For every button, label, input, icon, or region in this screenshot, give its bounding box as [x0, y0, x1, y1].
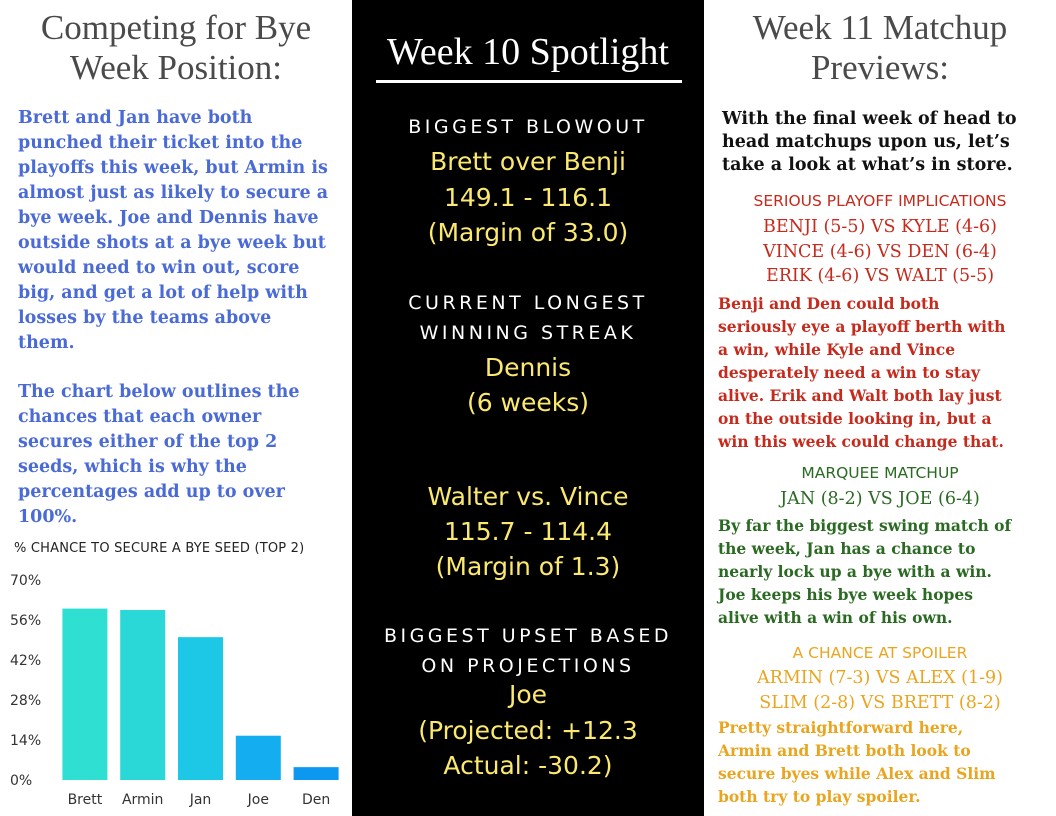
description-line: win this week could change that. [718, 432, 1004, 451]
left-para1-line: would need to win out, score [18, 258, 300, 278]
left-para2-line: percentages add up to over [18, 482, 285, 502]
left-heading-line-1: Competing for Bye [40, 8, 312, 47]
matchup-line: VINCE (4-6) VS DEN (6-4) [763, 241, 997, 262]
description-line: alive with a win of his own. [718, 608, 953, 627]
left-paragraph-1: Brett and Jan have both punched their ti… [18, 106, 348, 356]
upset-heading-line-2: ON PROJECTIONS [421, 655, 635, 677]
right-column: Week 11 Matchup Previews: With the final… [704, 0, 1056, 816]
intro-line: take a look at what’s in store. [722, 155, 1013, 175]
x-tick-label: Den [302, 792, 330, 808]
closest-score: 115.7 - 114.4 [443, 517, 613, 546]
y-tick-label: 28% [10, 693, 41, 709]
upset-actual: Actual: -30.2) [443, 751, 613, 780]
y-tick-label: 14% [10, 733, 41, 749]
closest-margin: (Margin of 1.3) [435, 552, 621, 581]
y-tick-label: 0% [10, 773, 32, 789]
y-tick-label: 70% [10, 573, 41, 589]
left-heading: Competing for Bye Week Position: [0, 8, 352, 88]
description-line: desperately need a win to stay [718, 363, 981, 382]
blowout-margin: (Margin of 33.0) [427, 218, 629, 247]
spotlight-title: Week 10 Spotlight [387, 31, 669, 73]
streak-heading-line-1: CURRENT LONGEST [408, 292, 648, 314]
left-para2-line: secures either of the top 2 [18, 432, 278, 452]
description-line: both try to play spoiler. [718, 787, 921, 806]
y-tick-label: 56% [10, 613, 41, 629]
bar-brett [62, 608, 108, 780]
chart-title: % CHANCE TO SECURE A BYE SEED (TOP 2) [14, 541, 305, 556]
bar-joe [235, 735, 281, 780]
marquee-matchup: JAN (8-2) VS JOE (6-4) [704, 487, 1056, 512]
streak-owner: Dennis [484, 353, 572, 382]
serious-matchups: BENJI (5-5) VS KYLE (4-6) VINCE (4-6) VS… [704, 215, 1056, 289]
spoiler-description: Pretty straightforward here, Armin and B… [718, 716, 1054, 808]
description-line: alive. Erik and Walt both lay just [718, 386, 1002, 405]
spoiler-heading: A CHANCE AT SPOILER [792, 644, 968, 662]
upset-owner: Joe [508, 680, 548, 709]
description-line: seriously eye a playoff berth with [718, 317, 1006, 336]
description-line: By far the biggest swing match of [718, 516, 1012, 535]
right-heading-line-1: Week 11 Matchup [752, 8, 1008, 47]
serious-description: Benji and Den could both seriously eye a… [718, 292, 1054, 453]
upset-projected: (Projected: +12.3 [418, 716, 638, 745]
spoiler-matchups: ARMIN (7-3) VS ALEX (1-9) SLIM (2-8) VS … [704, 666, 1056, 715]
left-para1-line: Brett and Jan have both [18, 108, 253, 128]
bar-den [293, 767, 339, 780]
blowout-score: 149.1 - 116.1 [443, 183, 613, 212]
streak-length: (6 weeks) [466, 388, 590, 417]
upset-heading-line-1: BIGGEST UPSET BASED [383, 625, 673, 647]
y-tick-label: 42% [10, 653, 41, 669]
description-line: nearly lock up a bye with a win. [718, 562, 992, 581]
x-tick-label: Armin [122, 792, 164, 808]
description-line: Benji and Den could both [718, 294, 940, 313]
description-line: on the outside looking in, but a [718, 409, 992, 428]
blowout-heading: BIGGEST BLOWOUT [408, 116, 648, 138]
matchup-line: JAN (8-2) VS JOE (6-4) [780, 489, 980, 509]
right-intro: With the final week of head to head matc… [722, 108, 1052, 177]
left-para1-line: punched their ticket into the [18, 133, 303, 153]
matchup-line: SLIM (2-8) VS BRETT (8-2) [759, 692, 1001, 713]
closest-matchup: Walter vs. Vince [427, 482, 629, 511]
description-line: Pretty straightforward here, [718, 718, 964, 737]
left-para1-line: them. [18, 333, 75, 353]
description-line: Armin and Brett both look to [718, 741, 971, 760]
left-para2-line: seeds, which is why the [18, 457, 247, 477]
marquee-heading: MARQUEE MATCHUP [801, 464, 959, 482]
left-column: Competing for Bye Week Position: Brett a… [0, 0, 352, 816]
right-heading: Week 11 Matchup Previews: [704, 8, 1056, 88]
intro-line: head matchups upon us, let’s [722, 132, 1010, 152]
matchup-line: ARMIN (7-3) VS ALEX (1-9) [757, 668, 1003, 688]
left-para1-line: almost just as likely to secure a [18, 183, 329, 203]
matchup-line: ERIK (4-6) VS WALT (5-5) [765, 266, 995, 286]
left-para1-line: big, and get a lot of help with [18, 283, 308, 303]
marquee-description: By far the biggest swing match of the we… [718, 514, 1054, 629]
x-tick-label: Joe [247, 792, 269, 808]
serious-heading: SERIOUS PLAYOFF IMPLICATIONS [753, 192, 1007, 210]
x-tick-label: Jan [189, 792, 212, 808]
left-para1-line: bye week. Joe and Dennis have [18, 208, 319, 228]
description-line: a win, while Kyle and Vince [718, 340, 956, 359]
description-line: secure byes while Alex and Slim [718, 764, 996, 783]
right-heading-line-2: Previews: [810, 48, 950, 87]
blowout-matchup: Brett over Benji [430, 147, 626, 176]
streak-heading-line-2: WINNING STREAK [419, 322, 637, 344]
left-para1-line: losses by the teams above [18, 308, 272, 328]
left-para1-line: playoffs this week, but Armin is [18, 158, 328, 178]
description-line: Joe keeps his bye week hopes [718, 585, 973, 604]
left-para2-line: 100%. [18, 507, 78, 527]
bar-jan [178, 637, 223, 780]
bar-armin [120, 610, 166, 780]
title-underline [376, 80, 682, 83]
bye-chance-bar-chart: 70% 56% 42% 28% 14% 0% Brett Armin Jan Joe Den [10, 573, 339, 808]
left-paragraph-2: The chart below outlines the chances tha… [18, 380, 348, 530]
left-para1-line: outside shots at a bye week but [18, 233, 326, 253]
matchup-line: BENJI (5-5) VS KYLE (4-6) [763, 217, 997, 237]
description-line: the week, Jan has a chance to [718, 539, 976, 558]
left-para2-line: The chart below outlines the [18, 382, 300, 402]
left-para2-line: chances that each owner [18, 407, 262, 427]
intro-line: With the final week of head to [722, 109, 1017, 129]
x-tick-label: Brett [68, 792, 103, 808]
left-heading-line-2: Week Position: [69, 48, 283, 87]
middle-column: Week 10 Spotlight BIGGEST BLOWOUT Brett … [352, 0, 704, 816]
